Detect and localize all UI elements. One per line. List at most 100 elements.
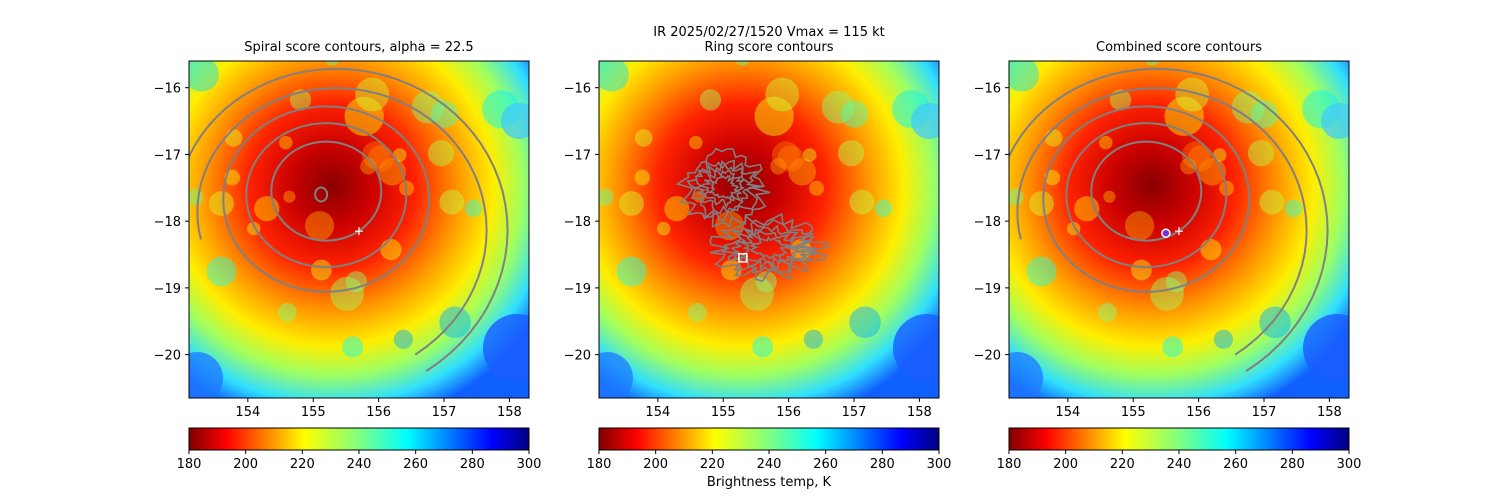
ir-texture [687,303,707,322]
axes-frame [598,60,940,399]
x-tick-label: 155 [1121,405,1146,420]
ir-texture [209,191,234,216]
colorbar-tick-label: 180 [997,457,1022,472]
ir-texture [838,140,865,167]
contour-line [1016,87,1308,356]
y-tick-label: −17 [564,148,591,163]
ir-texture [1187,145,1214,172]
panel-3: Combined score contours 154 155 156 157 158 −1… [974,40,1350,420]
ir-texture [393,329,413,349]
ir-texture [849,306,881,339]
panel-2: Ring score contours 154 155 156 157 158 −16 −17… [564,40,940,420]
contours [189,67,509,372]
x-tick-label: 156 [776,405,801,420]
ir-texture [224,169,241,186]
y-tick-label: −17 [974,148,1001,163]
colorbar-tick-label: 280 [460,457,485,472]
colorbar-tick-label: 260 [403,457,428,472]
contour-line [196,87,488,356]
ir-texture [993,125,1006,138]
colorbar-tick-label: 240 [757,457,782,472]
contour-line [730,224,809,271]
axes-frame [188,60,530,399]
ir-texture [1175,77,1210,112]
ir-texture [1097,303,1117,322]
contour-line [222,105,431,293]
ir-texture [1213,329,1233,349]
contour-line [1009,67,1329,372]
contour-line [1065,122,1228,269]
ir-texture [772,141,800,170]
y-tick-label: −17 [154,148,181,163]
ir-texture [699,89,722,111]
ir-texture [464,199,483,218]
ir-texture [342,336,364,358]
panel-title: Combined score contours [1096,40,1262,55]
ir-texture [439,306,471,339]
colorbar-tick-label: 180 [587,457,612,472]
contour-line [1090,140,1203,242]
contour-line [692,159,756,216]
ir-image [583,61,939,398]
colorbar-tick-label: 200 [1053,457,1078,472]
ir-texture [1044,169,1061,186]
ir-texture [802,148,817,162]
contour-line [700,169,746,209]
x-tick-label: 157 [432,405,457,420]
ir-texture [634,169,651,186]
panel-title: Ring score contours [704,40,833,55]
ir-texture [428,140,455,167]
x-tick-label: 156 [366,405,391,420]
ir-texture [809,180,825,196]
colorbar-tick-label: 260 [1223,457,1248,472]
ir-texture [173,125,186,138]
colorbar-bar [1008,427,1350,451]
colorbar-tick-label: 220 [1110,457,1135,472]
ir-texture [1182,141,1210,170]
ir-texture [689,135,703,150]
x-tick-label: 158 [1317,405,1342,420]
ir-texture [583,125,596,138]
center-circle-marker [1161,228,1171,238]
ir-texture [1259,306,1291,339]
y-tick-label: −16 [564,82,591,97]
ir-texture [821,90,855,124]
colorbar-tick-label: 200 [233,457,258,472]
contour-line [270,140,383,242]
ir-texture [788,158,816,186]
ir-texture [1029,191,1054,216]
ir-texture [989,126,1006,143]
ir-texture [740,276,774,311]
x-tick-label: 158 [907,405,932,420]
ir-texture [439,189,465,215]
ir-texture [735,61,750,66]
ir-texture [344,96,384,136]
ir-texture [325,61,340,66]
ir-texture [1250,100,1279,128]
ir-texture [355,77,390,112]
x-tick-label: 156 [1186,405,1211,420]
ir-texture [311,259,332,281]
ir-texture [225,129,243,147]
ir-texture [619,191,644,216]
ir-texture [367,145,394,172]
y-tick-label: −18 [974,215,1001,230]
x-tick-label: 155 [301,405,326,420]
contour-line [739,230,801,267]
ir-texture [840,100,869,128]
ir-texture [169,126,186,143]
colorbar-tick-label: 300 [517,457,542,472]
ir-texture [1200,238,1222,261]
colorbars: 180 200 220 240 260 280 300 180 200 220 240 260 280 3… [177,427,1361,490]
ir-texture [380,238,402,261]
ir-texture [1284,199,1303,218]
ir-texture [599,352,633,398]
ir-texture [849,189,875,215]
ir-texture [483,314,529,382]
contour-line [720,218,818,274]
ir-texture [911,103,939,139]
ir-texture [1259,189,1285,215]
contour-line [750,235,789,260]
ir-texture [330,276,364,311]
